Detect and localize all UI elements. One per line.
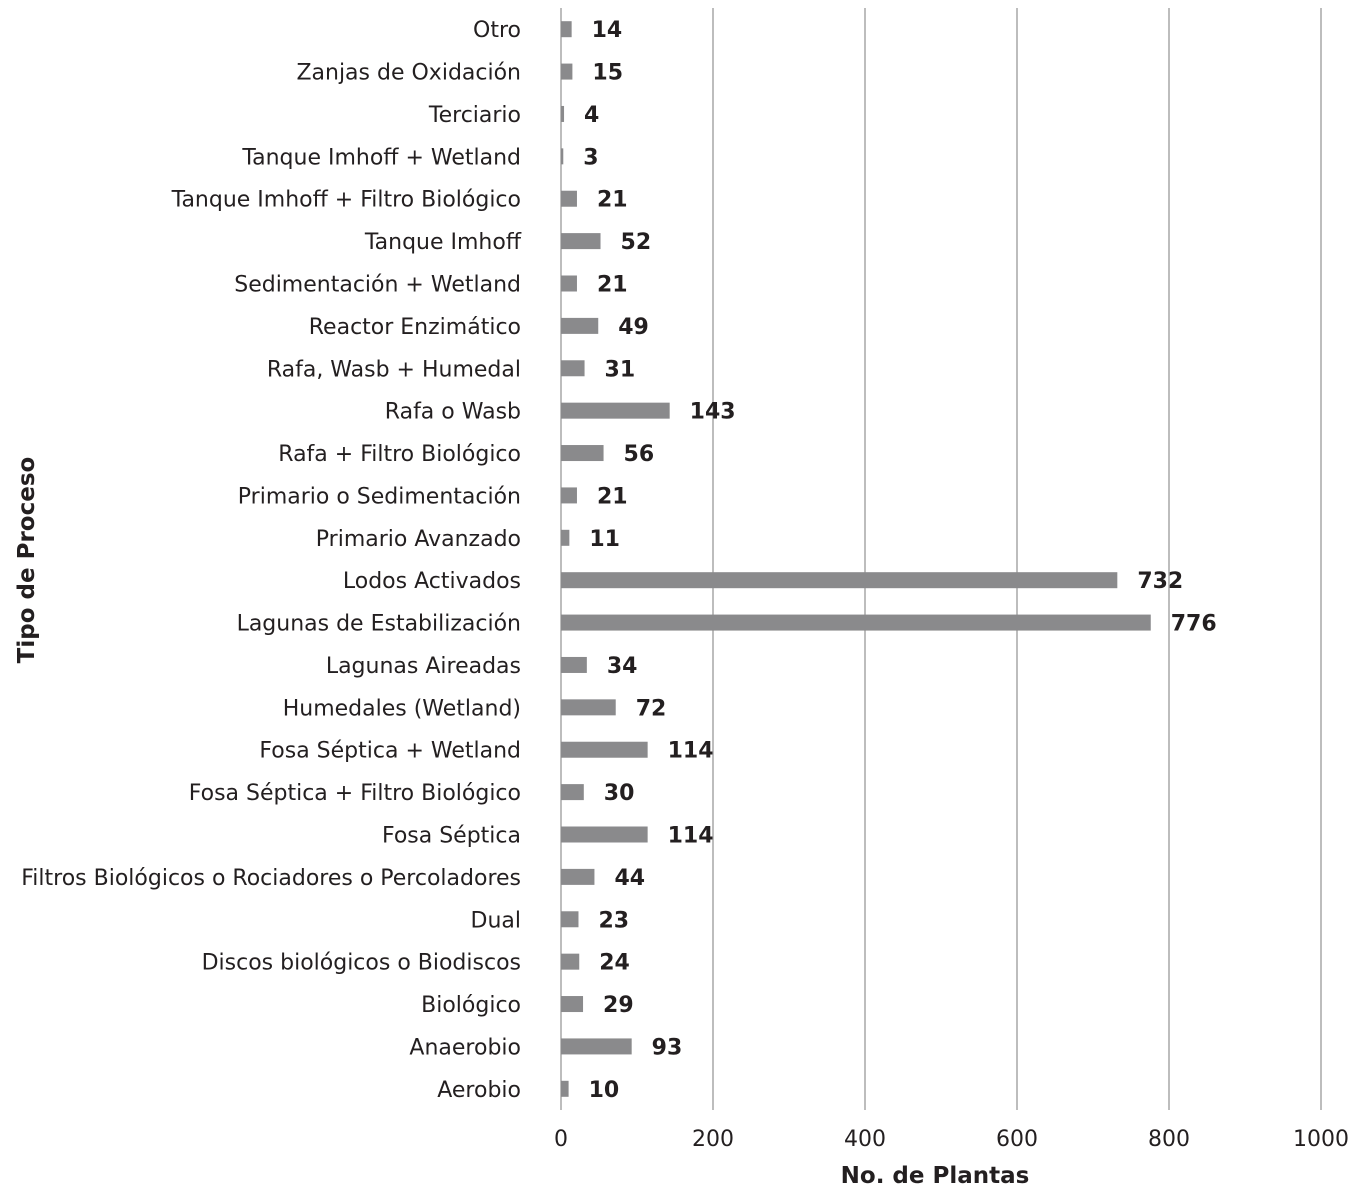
bar xyxy=(561,487,577,504)
data-label: 3 xyxy=(583,145,598,170)
bar xyxy=(561,699,616,716)
data-label: 44 xyxy=(614,866,645,891)
category-label: Rafa o Wasb xyxy=(385,400,521,425)
bar xyxy=(561,911,579,928)
category-label: Humedales (Wetland) xyxy=(283,696,521,721)
bar xyxy=(561,233,601,250)
data-label: 23 xyxy=(598,908,629,933)
bar xyxy=(561,21,572,38)
data-label: 114 xyxy=(668,824,714,849)
category-label: Aerobio xyxy=(437,1078,521,1103)
bar xyxy=(561,741,648,758)
category-label: Sedimentación + Wetland xyxy=(234,273,521,298)
data-label: 732 xyxy=(1137,569,1183,594)
data-label: 29 xyxy=(603,993,634,1018)
category-label: Fosa Séptica + Filtro Biológico xyxy=(189,781,521,806)
value-labels: 1415432152214931143562111732776347211430… xyxy=(583,18,1216,1103)
bars xyxy=(561,21,1151,1097)
bar xyxy=(561,360,585,377)
category-label: Fosa Séptica xyxy=(382,824,521,849)
data-label: 93 xyxy=(652,1035,683,1060)
category-label: Reactor Enzimático xyxy=(309,315,521,340)
bar xyxy=(561,572,1118,589)
bar xyxy=(561,996,584,1013)
data-label: 30 xyxy=(604,781,635,806)
category-label: Zanjas de Oxidación xyxy=(296,61,521,86)
bar xyxy=(561,656,587,673)
category-label: Lodos Activados xyxy=(343,569,521,594)
bar xyxy=(561,529,570,546)
bar xyxy=(561,317,599,334)
data-label: 21 xyxy=(597,188,628,213)
bar xyxy=(561,614,1151,631)
category-label: Dual xyxy=(471,908,521,933)
data-label: 34 xyxy=(607,654,638,679)
bar xyxy=(561,445,604,462)
data-label: 114 xyxy=(668,739,714,764)
bar xyxy=(561,784,584,801)
category-label: Rafa, Wasb + Humedal xyxy=(267,357,521,382)
bar xyxy=(561,868,595,885)
data-label: 11 xyxy=(589,527,620,552)
category-label: Filtros Biológicos o Rociadores o Percol… xyxy=(21,866,521,891)
category-label: Primario Avanzado xyxy=(316,527,521,552)
data-label: 52 xyxy=(621,230,652,255)
bar xyxy=(561,105,565,122)
x-tick-label: 1000 xyxy=(1293,1127,1349,1152)
bar xyxy=(561,275,577,292)
bar xyxy=(561,1038,632,1055)
data-label: 24 xyxy=(599,951,630,976)
bar xyxy=(561,402,670,419)
data-label: 14 xyxy=(592,18,623,43)
data-label: 143 xyxy=(690,400,736,425)
y-axis-title: Tipo de Proceso xyxy=(14,457,40,664)
category-label: Tanque Imhoff + Wetland xyxy=(241,145,521,170)
bar xyxy=(561,1080,569,1097)
category-label: Otro xyxy=(473,18,521,43)
category-label: Primario o Sedimentación xyxy=(238,484,521,509)
category-label: Lagunas Aireadas xyxy=(326,654,521,679)
data-label: 49 xyxy=(618,315,649,340)
bar xyxy=(561,953,580,970)
data-label: 776 xyxy=(1171,612,1217,637)
category-label: Terciario xyxy=(428,103,521,128)
x-tick-labels: 0 200 400 600 800 1000 xyxy=(554,1127,1349,1152)
category-label: Lagunas de Estabilización xyxy=(237,612,521,637)
x-tick-label: 200 xyxy=(692,1127,734,1152)
x-tick-label: 600 xyxy=(996,1127,1038,1152)
data-label: 56 xyxy=(624,442,655,467)
data-label: 10 xyxy=(589,1078,620,1103)
x-tick-label: 0 xyxy=(554,1127,568,1152)
category-label: Rafa + Filtro Biológico xyxy=(278,442,521,467)
data-label: 21 xyxy=(597,273,628,298)
bar xyxy=(561,148,564,165)
gridlines xyxy=(560,8,1322,1110)
data-label: 4 xyxy=(584,103,599,128)
x-axis-title: No. de Plantas xyxy=(841,1163,1030,1189)
data-label: 21 xyxy=(597,484,628,509)
bar xyxy=(561,63,573,80)
x-tick-label: 400 xyxy=(844,1127,886,1152)
category-label: Fosa Séptica + Wetland xyxy=(259,739,521,764)
bar xyxy=(561,190,577,207)
category-label: Anaerobio xyxy=(409,1035,521,1060)
category-label: Biológico xyxy=(421,993,521,1018)
data-label: 15 xyxy=(592,61,623,86)
category-label: Discos biológicos o Biodiscos xyxy=(202,951,521,976)
bar xyxy=(561,826,648,843)
category-label: Tanque Imhoff xyxy=(364,230,522,255)
data-label: 31 xyxy=(605,357,636,382)
x-tick-label: 800 xyxy=(1148,1127,1190,1152)
category-labels: Otro Zanjas de Oxidación Terciario Tanque I… xyxy=(21,18,522,1103)
category-label: Tanque Imhoff + Filtro Biológico xyxy=(171,188,521,213)
data-label: 72 xyxy=(636,696,667,721)
